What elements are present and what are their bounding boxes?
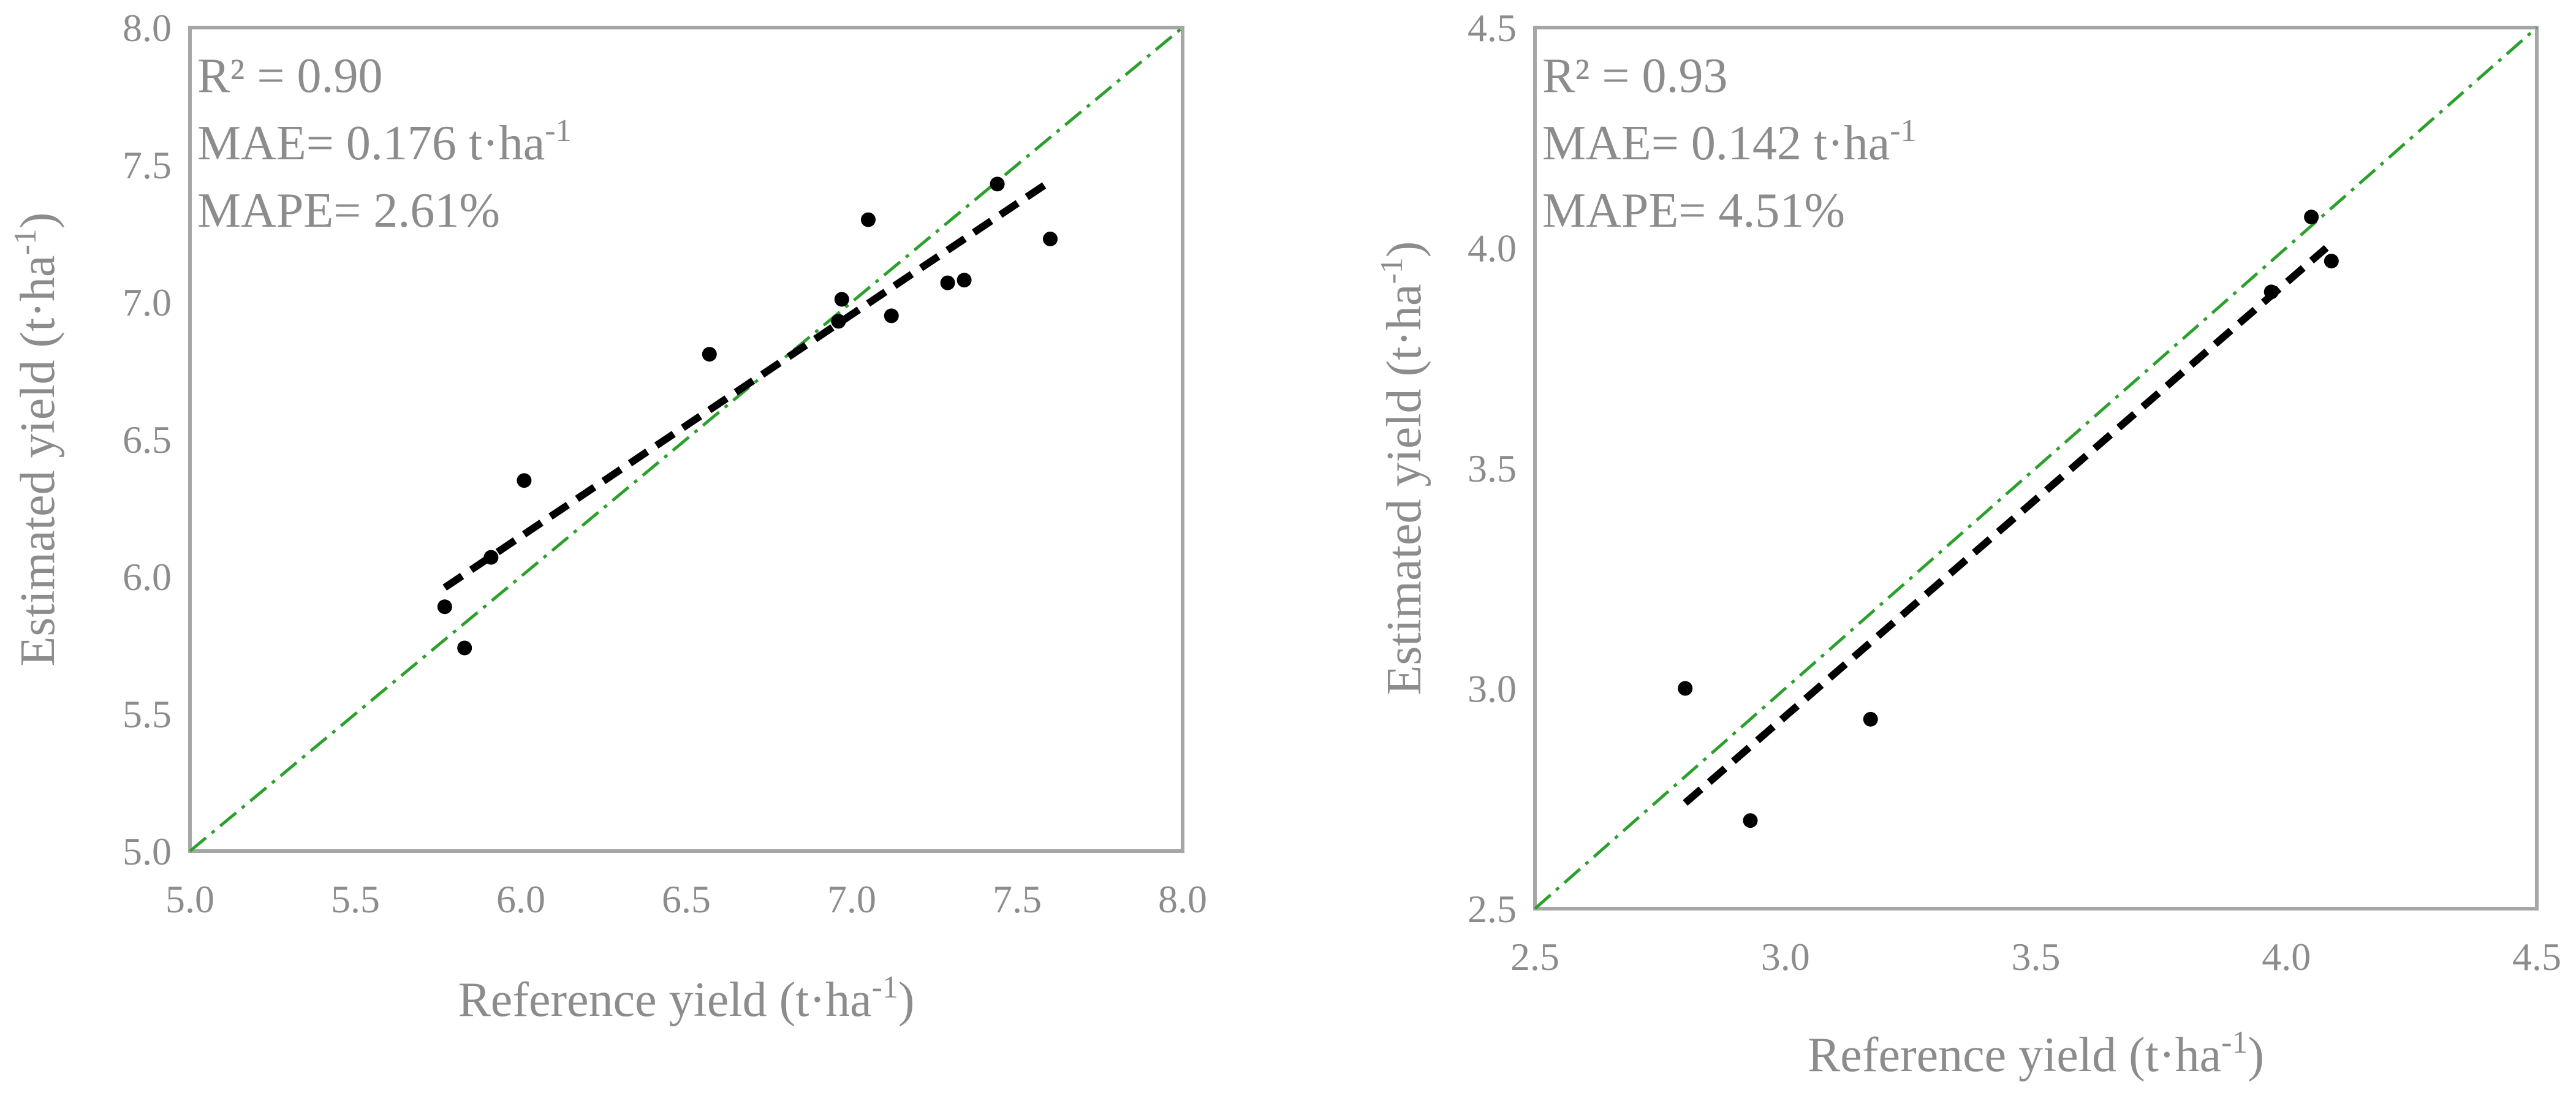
y-tick-label: 5.0 xyxy=(123,830,172,873)
y-axis-title: Estimated yield (t·ha-1) xyxy=(1374,241,1431,695)
data-point xyxy=(831,314,846,329)
y-tick-label: 6.0 xyxy=(123,555,172,599)
y-tick-label: 8.0 xyxy=(123,6,172,50)
data-point xyxy=(834,292,849,307)
y-tick-label: 2.5 xyxy=(1468,887,1517,931)
identity-line xyxy=(189,26,1184,852)
data-point xyxy=(861,212,876,227)
y-tick-label: 7.5 xyxy=(123,143,172,187)
y-tick-label: 3.0 xyxy=(1468,667,1517,711)
x-axis-title: Reference yield (t·ha-1) xyxy=(458,970,914,1027)
data-point xyxy=(457,640,472,656)
data-point xyxy=(1863,711,1878,727)
y-tick-label: 4.0 xyxy=(1468,227,1517,270)
data-point xyxy=(437,599,452,615)
chart-2: 2.5 3.0 3.5 4.0 4.5 2.5 3.0 3.5 4.0 4.5 Reference … xyxy=(1374,6,2561,1082)
data-point xyxy=(702,347,717,362)
x-tick-label: 7.0 xyxy=(827,877,876,921)
x-tick-label: 6.5 xyxy=(662,877,711,921)
plot-area-border xyxy=(188,26,1184,853)
mae-label: MAE= 0.142 t·ha-1 xyxy=(1542,113,1917,170)
r-squared-label: R² = 0.93 xyxy=(1542,49,1727,103)
y-tick-label: 5.5 xyxy=(123,692,172,736)
data-point xyxy=(990,176,1005,192)
x-tick-label: 3.0 xyxy=(1761,935,1810,979)
y-axis-title: Estimated yield (t·ha-1) xyxy=(8,213,65,667)
x-tick-label: 8.0 xyxy=(1158,877,1207,921)
x-tick-label: 3.5 xyxy=(2012,935,2061,979)
data-point xyxy=(1678,681,1693,696)
y-tick-label: 7.0 xyxy=(123,281,172,324)
y-tick-label: 6.5 xyxy=(123,418,172,461)
trendline xyxy=(442,178,1053,591)
r-squared-label: R² = 0.90 xyxy=(197,49,382,103)
data-point xyxy=(2263,284,2279,300)
mae-label: MAE= 0.176 t·ha-1 xyxy=(197,113,572,170)
data-point xyxy=(940,275,955,290)
identity-line xyxy=(1534,26,2538,910)
data-point xyxy=(1043,231,1058,246)
x-tick-label: 2.5 xyxy=(1510,935,1559,979)
y-tick-label: 3.5 xyxy=(1468,447,1517,490)
data-point xyxy=(957,273,972,288)
x-tick-label: 7.5 xyxy=(993,877,1042,921)
data-point xyxy=(2304,210,2319,225)
plot-area-border xyxy=(1533,26,2539,911)
x-tick-label: 4.5 xyxy=(2512,935,2561,979)
x-tick-label: 5.0 xyxy=(165,877,214,921)
data-point xyxy=(884,308,899,324)
data-point xyxy=(2324,254,2339,269)
chart-1: 5.0 5.5 6.0 6.5 7.0 7.5 8.0 5.0 5.5 6.0 6.5 7.0 7.5 8… xyxy=(8,6,1207,1027)
mape-label: MAPE= 2.61% xyxy=(197,184,500,238)
trendline xyxy=(1683,244,2329,806)
data-point xyxy=(517,473,532,488)
x-axis-title: Reference yield (t·ha-1) xyxy=(1808,1025,2264,1082)
mape-label: MAPE= 4.51% xyxy=(1542,184,1845,238)
x-tick-label: 4.0 xyxy=(2262,935,2311,979)
x-tick-label: 5.5 xyxy=(331,877,380,921)
y-tick-label: 4.5 xyxy=(1468,6,1517,50)
data-point xyxy=(1743,813,1758,828)
data-point xyxy=(483,550,499,565)
x-tick-label: 6.0 xyxy=(496,877,545,921)
